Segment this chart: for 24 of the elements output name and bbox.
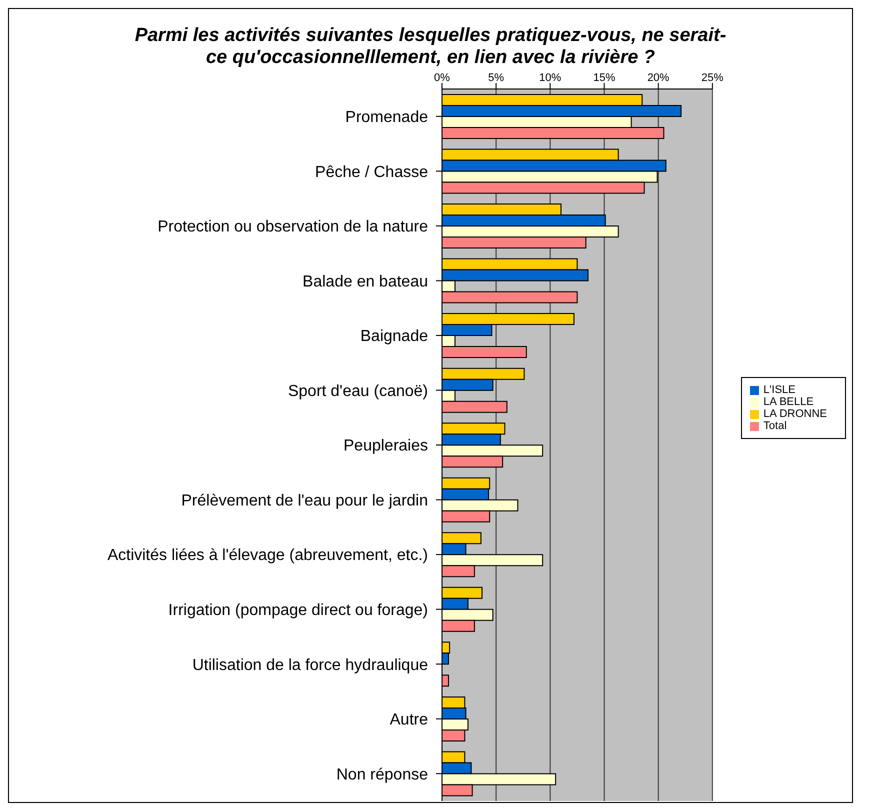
y-tick-label: Sport d'eau (canoë): [288, 382, 428, 400]
y-tick-label: Autre: [390, 712, 428, 729]
legend-label: Total: [763, 420, 787, 432]
y-tick-label: Irrigation (pompage direct ou forage): [168, 602, 428, 619]
y-tick-label: Peupleraies: [344, 438, 428, 455]
x-tick-label: 25%: [701, 72, 724, 84]
y-tick-label: Prélèvement de l'eau pour le jardin: [181, 492, 428, 510]
y-tick-label: Protection ou observation de la nature: [158, 218, 428, 236]
x-tick-label: 5%: [488, 72, 504, 84]
y-tick-label: Baignade: [360, 328, 428, 346]
legend-label: LA DRONNE: [763, 408, 827, 420]
y-tick-label: Activités liées à l'élevage (abreuvement, etc.): [107, 547, 428, 564]
chart-title: Parmi les activités suivantes lesquelles pratiquez-vous, ne serait-ce qu'occasionnelllement, en lien avec la rivière ?: [134, 24, 728, 69]
legend-label: L'ISLE: [763, 384, 796, 396]
legend-label: LA BELLE: [763, 396, 814, 408]
x-tick-label: 0%: [434, 72, 450, 84]
y-tick-label: Utilisation de la force hydraulique: [192, 656, 428, 674]
x-tick-label: 20%: [647, 72, 670, 84]
y-tick-label: Pêche / Chasse: [315, 164, 428, 181]
x-tick-label: 15%: [593, 72, 616, 84]
y-tick-label: Non réponse: [336, 766, 428, 784]
y-tick-label: Promenade: [345, 109, 428, 126]
y-tick-label: Balade en bateau: [302, 273, 428, 290]
x-tick-label: 10%: [539, 72, 562, 84]
